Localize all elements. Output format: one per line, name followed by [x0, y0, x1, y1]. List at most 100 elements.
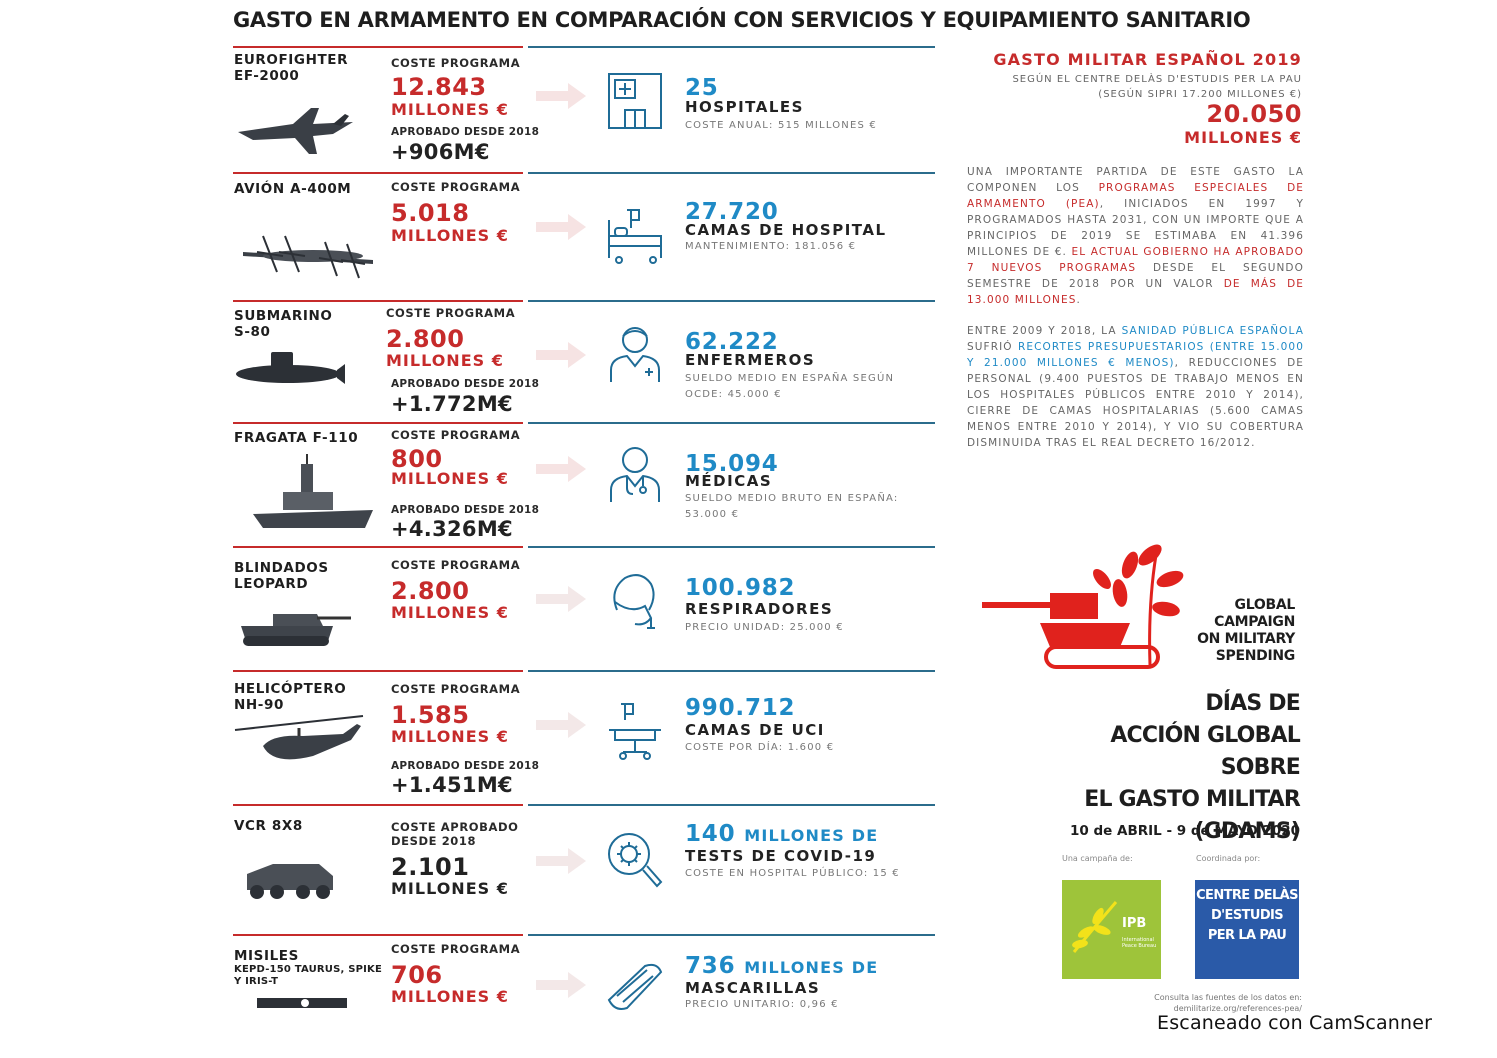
paragraph-run: RECORTES PRESUPUESTARIOS (ENTRE 15.000 Y… [967, 341, 1304, 369]
divider [233, 804, 523, 806]
paragraph-run: UNA IMPORTANTE PARTIDA DE ESTE GASTO LA … [967, 166, 1304, 194]
comparison-row: AVIÓN A-400M COSTE PROGRAMA 5.018 MILLON… [233, 172, 935, 300]
face-mask-icon [607, 963, 663, 1010]
comparison-row: BLINDADOS LEOPARD COSTE PROGRAMA 2.800 MI… [233, 546, 935, 670]
cost-label: COSTE PROGRAMA [391, 56, 521, 70]
comparison-row: EUROFIGHTER EF-2000 COSTE PROGRAMA 12.843… [233, 46, 935, 172]
approved-value: +4.326M€ [391, 517, 513, 541]
weapon-name: FRAGATA F-110 [234, 430, 359, 446]
centre-delas-logo-text: CENTRE DELÀS D'ESTUDIS PER LA PAU [1196, 888, 1298, 943]
ipb-logo-subtext: International Peace Bureau [1122, 937, 1157, 949]
nurse-icon [610, 327, 660, 382]
cost-unit: MILLONES € [391, 226, 509, 245]
pea-paragraph: UNA IMPORTANTE PARTIDA DE ESTE GASTO LA … [967, 164, 1304, 308]
gcoms-tank-logo [982, 544, 1184, 669]
paragraph-run: SUFRIÓ [967, 341, 1018, 353]
divider [528, 670, 935, 672]
cost-unit: MILLONES € [391, 727, 509, 746]
weapon-name: SUBMARINO S-80 [234, 308, 333, 340]
doctor-icon [610, 447, 660, 502]
divider [528, 422, 935, 424]
ipb-logo [1062, 880, 1161, 979]
cost-value: 2.101 [391, 853, 470, 881]
divider [233, 934, 523, 936]
paragraph-run: SANIDAD PÚBLICA ESPAÑOLA [1121, 325, 1304, 337]
weapon-name: MISILES KEPD-150 TAURUS, SPIKE Y IRIS-T [234, 948, 383, 987]
weapon-name: VCR 8X8 [234, 818, 303, 834]
comparison-row: FRAGATA F-110 COSTE PROGRAMA 800 MILLONE… [233, 422, 935, 546]
service-note: COSTE EN HOSPITAL PÚBLICO: 15 € [685, 868, 900, 879]
cost-label: COSTE PROGRAMA [386, 306, 516, 320]
arrow-right-icon [536, 214, 586, 240]
service-number: 25 [685, 75, 719, 101]
cost-unit: MILLONES € [391, 100, 509, 119]
cost-value: 2.800 [386, 325, 465, 353]
cost-value: 800 [391, 445, 443, 473]
armored-vehicle-icon [247, 864, 333, 899]
campaign-name: GLOBAL CAMPAIGN ON MILITARY SPENDING [1197, 597, 1295, 664]
comparison-row: HELICÓPTERO NH-90 COSTE PROGRAMA 1.585 MI… [233, 670, 935, 804]
approved-value: +1.772M€ [391, 392, 513, 416]
service-note: COSTE ANUAL: 515 MILLONES € [685, 120, 877, 131]
service-name: HOSPITALES [685, 98, 804, 116]
divider [528, 804, 935, 806]
side-title: GASTO MILITAR ESPAÑOL 2019 [993, 50, 1302, 69]
scanner-watermark: Escaneado con CamScanner [1157, 1012, 1433, 1034]
cost-value: 2.800 [391, 577, 470, 605]
divider [528, 172, 935, 174]
divider [528, 546, 935, 548]
arrow-right-icon [536, 456, 586, 482]
service-number: 100.982 [685, 575, 796, 601]
cost-label: COSTE APROBADO DESDE 2018 [391, 820, 519, 848]
service-note: COSTE POR DÍA: 1.600 € [685, 742, 835, 753]
service-name: TESTS DE COVID-19 [685, 847, 877, 865]
approved-label: APROBADO DESDE 2018 [391, 126, 540, 138]
service-name: CAMAS DE HOSPITAL [685, 221, 887, 239]
divider [528, 934, 935, 936]
arrow-right-icon [536, 712, 586, 738]
cost-unit: MILLONES € [386, 351, 504, 370]
service-note: SUELDO MEDIO EN ESPAÑA SEGÚN OCDE: 45.00… [685, 373, 895, 400]
hospital-bed-icon [608, 209, 662, 264]
comparison-row: SUBMARINO S-80 COSTE PROGRAMA 2.800 MILLO… [233, 300, 935, 422]
service-number: 990.712 [685, 695, 796, 721]
approved-value: +906M€ [391, 140, 490, 164]
cost-label: COSTE PROGRAMA [391, 558, 521, 572]
divider [233, 546, 523, 548]
paragraph-run: EL ACTUAL GOBIERNO HA APROBADO 7 NUEVOS … [967, 246, 1305, 274]
virus-test-icon [608, 833, 663, 888]
hospital-icon [608, 73, 662, 129]
service-number: 15.094 [685, 451, 779, 477]
approved-label: APROBADO DESDE 2018 [391, 504, 540, 516]
service-name: RESPIRADORES [685, 600, 834, 618]
arrow-right-icon [536, 972, 586, 998]
approved-label: APROBADO DESDE 2018 [391, 378, 540, 390]
paragraph-run: DESDE EL SEGUNDO SEMESTRE DE 2018 POR UN… [967, 262, 1304, 290]
weapon-name: AVIÓN A-400M [234, 181, 352, 197]
weapon-name: HELICÓPTERO NH-90 [234, 681, 347, 713]
service-number: 140 MILLONES DE [685, 821, 879, 847]
ipb-logo-text: IPB [1122, 916, 1147, 931]
sanidad-paragraph: ENTRE 2009 Y 2018, LA SANIDAD PÚBLICA ES… [967, 323, 1304, 451]
side-total: 20.050 [1206, 100, 1302, 128]
paragraph-run: ENTRE 2009 Y 2018, LA [967, 325, 1122, 337]
cost-value: 5.018 [391, 199, 470, 227]
service-note: MANTENIMIENTO: 181.056 € [685, 241, 857, 252]
icu-bed-icon [609, 703, 661, 760]
service-name: MASCARILLAS [685, 979, 821, 997]
service-number: 62.222 [685, 329, 779, 355]
gdams-title: DÍAS DE ACCIÓN GLOBAL SOBRE EL GASTO MIL… [1084, 691, 1301, 844]
service-note: SUELDO MEDIO BRUTO EN ESPAÑA: 53.000 € [685, 493, 899, 520]
fighter-jet-icon [238, 108, 353, 154]
frigate-icon [253, 454, 373, 528]
service-note: PRECIO UNITARIO: 0,96 € [685, 999, 839, 1010]
weapon-name: EUROFIGHTER EF-2000 [234, 52, 349, 84]
cost-label: COSTE PROGRAMA [391, 682, 521, 696]
side-total-unit: MILLONES € [1184, 128, 1302, 147]
cost-unit: MILLONES € [391, 987, 509, 1006]
missile-icon [257, 998, 347, 1008]
approved-label: APROBADO DESDE 2018 [391, 760, 540, 772]
weapon-name: BLINDADOS LEOPARD [234, 560, 329, 592]
comparison-row: VCR 8X8 COSTE APROBADO DESDE 2018 2.101 … [233, 804, 935, 934]
divider [233, 670, 523, 672]
